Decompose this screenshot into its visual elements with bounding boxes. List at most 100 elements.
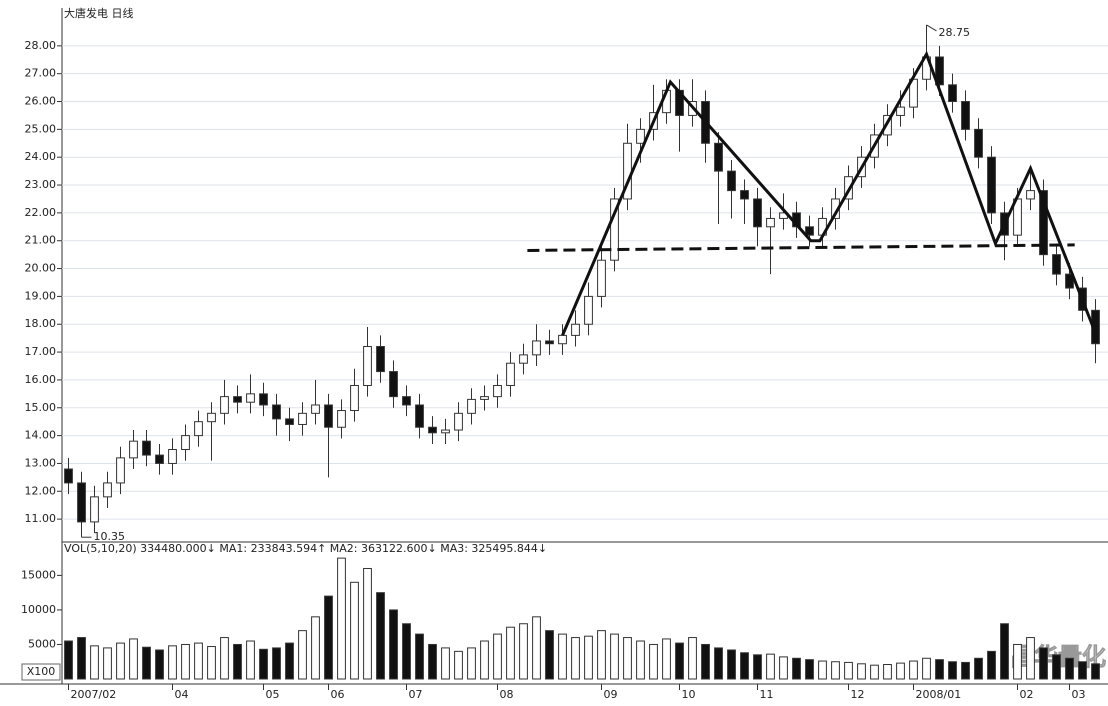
volume-unit: X100 [27, 665, 56, 678]
candle-body [389, 371, 398, 398]
volume-bar [1013, 643, 1022, 680]
candle-body [168, 449, 177, 464]
y-tick-label: 26.00 [25, 95, 57, 108]
volume-bar [870, 664, 879, 680]
candle-body [766, 217, 775, 228]
volume-bar [753, 654, 762, 680]
y-tick-label: 16.00 [25, 373, 57, 386]
candle-body [376, 346, 385, 373]
candle-body [64, 468, 73, 484]
candle-body [714, 142, 723, 172]
chart-title: 大唐发电 日线 [64, 6, 134, 20]
y-tick-label: 11.00 [25, 512, 57, 525]
candle-body [493, 384, 502, 398]
volume-bar [519, 623, 528, 680]
volume-bar [142, 646, 151, 680]
volume-bar [207, 646, 216, 680]
candle-body [181, 435, 190, 451]
x-tick-label: 09 [604, 688, 618, 701]
y-tick-label: 17.00 [25, 345, 57, 358]
candle-body [194, 421, 203, 437]
volume-bar [480, 640, 489, 680]
volume-bar [597, 630, 606, 680]
volume-bar [259, 648, 268, 680]
volume-bar [337, 557, 346, 680]
volume-bar [90, 645, 99, 680]
candle-body [467, 398, 476, 414]
candle-body [272, 404, 281, 420]
candle-body [636, 128, 645, 144]
candle-body [311, 404, 320, 414]
candle-body [1039, 190, 1048, 256]
volume-bar [610, 633, 619, 680]
y-tick-label: 10000 [21, 603, 56, 616]
volume-bar [948, 661, 957, 680]
volume-bar [363, 567, 372, 680]
volume-bar [1078, 661, 1087, 680]
volume-bar [1039, 647, 1048, 680]
y-tick-label: 20.00 [25, 262, 57, 275]
candle-body [415, 404, 424, 428]
volume-bar [1065, 657, 1074, 680]
y-tick-label: 24.00 [25, 150, 57, 163]
volume-bar [324, 595, 333, 680]
volume-bar [974, 657, 983, 680]
volume-bar [922, 657, 931, 680]
candle-body [753, 198, 762, 228]
volume-bar [584, 635, 593, 680]
y-tick-label: 21.00 [25, 234, 57, 247]
candle-body [233, 396, 242, 403]
volume-bar [506, 626, 515, 680]
volume-bar [909, 660, 918, 680]
candle-body [220, 396, 229, 414]
volume-bar [103, 647, 112, 680]
volume-bar [311, 616, 320, 680]
volume-bar [740, 652, 749, 680]
volume-bar [701, 643, 710, 680]
volume-bar [285, 642, 294, 680]
candle-body [454, 412, 463, 431]
volume-bar [844, 661, 853, 680]
volume-bar [688, 637, 697, 680]
candle-body [259, 393, 268, 406]
volume-bar [896, 662, 905, 680]
volume-bar [64, 640, 73, 680]
candle-body [298, 412, 307, 425]
volume-bar [623, 637, 632, 680]
x-tick-label: 07 [409, 688, 423, 701]
candle-body [285, 418, 294, 425]
candle-body [805, 226, 814, 236]
x-tick-label: 2008/01 [916, 688, 962, 701]
volume-bar [389, 609, 398, 680]
y-tick-label: 19.00 [25, 289, 57, 302]
volume-bar [246, 640, 255, 680]
candle-body [571, 323, 580, 336]
candle-body [935, 56, 944, 86]
volume-bar [766, 653, 775, 680]
candle-body [129, 440, 138, 459]
candle-body [116, 457, 125, 484]
high-pointer [926, 24, 937, 32]
candle-body [246, 393, 255, 403]
candle-body [155, 454, 164, 464]
volume-bar [727, 649, 736, 680]
y-tick-label: 22.00 [25, 206, 57, 219]
volume-bar [935, 659, 944, 680]
volume-bar [454, 650, 463, 680]
volume-bar [1026, 637, 1035, 680]
volume-bar [675, 642, 684, 680]
candle-body [428, 426, 437, 434]
x-tick-label: 06 [331, 688, 345, 701]
volume-bar [831, 661, 840, 680]
y-tick-label: 23.00 [25, 178, 57, 191]
candle-body [207, 412, 216, 423]
volume-bar [415, 633, 424, 680]
volume-header: VOL(5,10,20) 334480.000↓ MA1: 233843.594… [64, 542, 547, 555]
volume-bar [818, 660, 827, 680]
candle-body [402, 396, 411, 406]
candle-body [987, 156, 996, 214]
candle-body [337, 410, 346, 428]
volume-bar [649, 643, 658, 680]
volume-bar [220, 637, 229, 680]
